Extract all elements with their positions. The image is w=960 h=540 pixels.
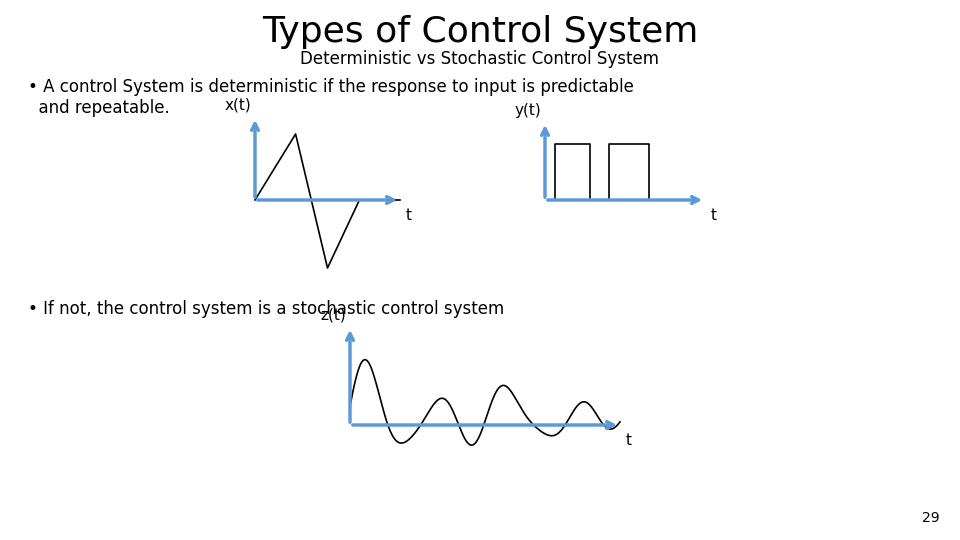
Text: Types of Control System: Types of Control System [262, 15, 698, 49]
Text: z(t): z(t) [321, 308, 346, 323]
Text: x(t): x(t) [225, 98, 251, 113]
Text: • If not, the control system is a stochastic control system: • If not, the control system is a stocha… [28, 300, 504, 318]
Text: y(t): y(t) [515, 103, 541, 118]
Text: • A control System is deterministic if the response to input is predictable
  an: • A control System is deterministic if t… [28, 78, 634, 117]
Text: t: t [711, 208, 717, 223]
Text: t: t [626, 433, 632, 448]
Text: 29: 29 [923, 511, 940, 525]
Text: t: t [406, 208, 412, 223]
Text: Deterministic vs Stochastic Control System: Deterministic vs Stochastic Control Syst… [300, 50, 660, 68]
